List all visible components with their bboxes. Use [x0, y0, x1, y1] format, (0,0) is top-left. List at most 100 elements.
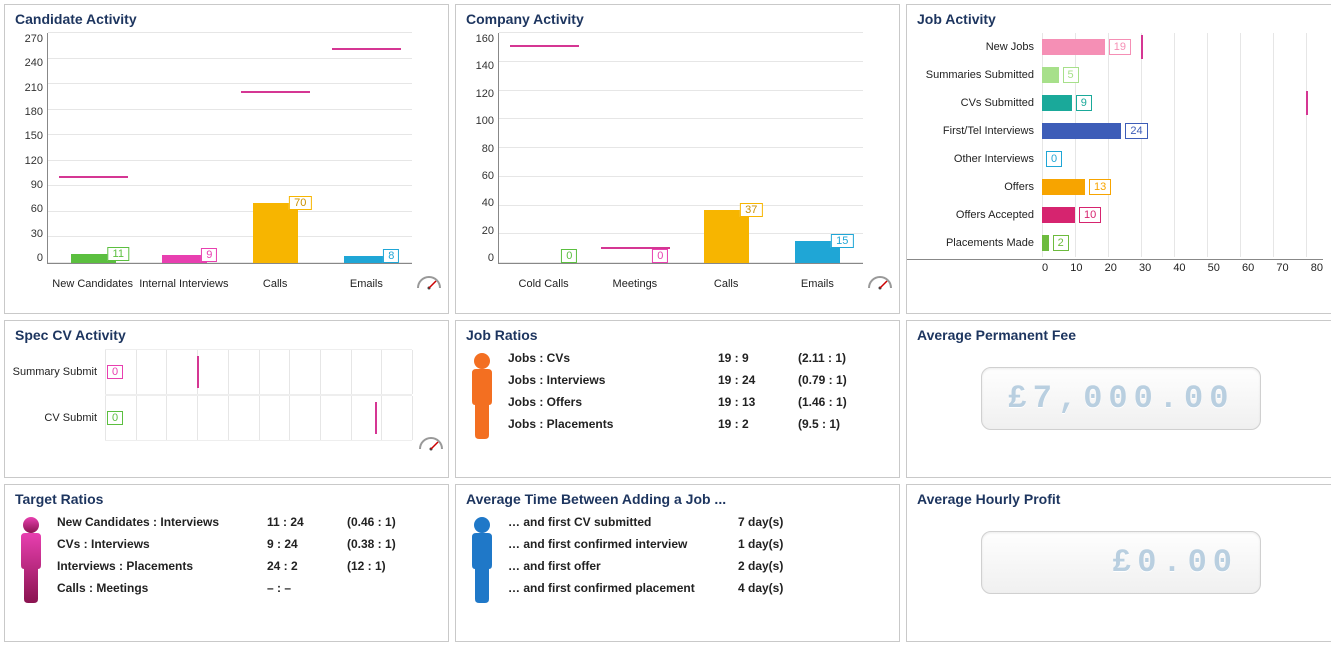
- ratio-row: … and first CV submitted7 day(s): [508, 511, 889, 533]
- ratio-value: 19 : 24: [718, 373, 798, 387]
- gauge-icon[interactable]: [418, 433, 444, 451]
- job-activity-panel: Job Activity New Jobs19Summaries Submitt…: [906, 4, 1331, 314]
- ratio-row: Interviews : Placements24 : 2(12 : 1): [57, 555, 438, 577]
- ratio-row: Jobs : Offers19 : 13(1.46 : 1): [508, 391, 889, 413]
- chart-row: Placements Made2: [907, 229, 1323, 257]
- panel-title: Spec CV Activity: [5, 321, 448, 343]
- target-line: [1141, 35, 1143, 59]
- x-axis-tick: 70: [1276, 262, 1288, 274]
- bar-value-label: 15: [831, 234, 853, 248]
- ratio-normalized: (2.11 : 1): [798, 351, 878, 365]
- bar-value-label: 19: [1109, 39, 1131, 55]
- panel-title: Average Permanent Fee: [907, 321, 1331, 343]
- gauge-icon[interactable]: [416, 272, 442, 290]
- bar-value-label: 37: [740, 203, 762, 217]
- ratio-name: CVs : Interviews: [57, 537, 267, 551]
- chart-column: 0: [499, 33, 590, 263]
- bar: [1042, 123, 1121, 139]
- x-axis-tick: 10: [1070, 262, 1082, 274]
- spec-cv-chart: Summary Submit0CV Submit0: [5, 343, 448, 453]
- bar-value-label: 9: [1076, 95, 1092, 111]
- bar-value-label: 0: [561, 249, 577, 263]
- ratio-normalized: (1.46 : 1): [798, 395, 878, 409]
- bar-value-label: 2: [1053, 235, 1069, 251]
- ratio-row: … and first confirmed interview1 day(s): [508, 533, 889, 555]
- ratio-normalized: (0.79 : 1): [798, 373, 878, 387]
- y-axis-label: Offers: [907, 181, 1042, 193]
- ratio-name: … and first CV submitted: [508, 515, 738, 529]
- bar: [1042, 39, 1105, 55]
- ratio-value: 4 day(s): [738, 581, 818, 595]
- fee-value: £7,000.00: [1004, 380, 1238, 417]
- target-line: [241, 91, 310, 93]
- ratio-value: 2 day(s): [738, 559, 818, 573]
- company-activity-panel: Company Activity 160140120100806040200 0…: [455, 4, 900, 314]
- y-axis-label: Summaries Submitted: [907, 69, 1042, 81]
- bar: [1042, 179, 1085, 195]
- person-icon: [462, 347, 508, 444]
- chart-column: 0: [590, 33, 681, 263]
- x-axis-label: Emails: [321, 278, 412, 290]
- target-line: [1306, 91, 1308, 115]
- x-axis-tick: 20: [1105, 262, 1117, 274]
- target-line: [197, 356, 199, 388]
- ratio-value: 19 : 13: [718, 395, 798, 409]
- bar: [1042, 95, 1072, 111]
- ratio-normalized: (0.46 : 1): [347, 515, 427, 529]
- person-icon: [462, 511, 508, 608]
- candidate-activity-chart: 2702402101801501209060300 119708 New Can…: [5, 29, 448, 294]
- ratio-value: 9 : 24: [267, 537, 347, 551]
- ratio-name: Jobs : Placements: [508, 417, 718, 431]
- bar-value-label: 0: [107, 365, 123, 379]
- bar-value-label: 0: [107, 411, 123, 425]
- ratio-value: – : –: [267, 581, 347, 595]
- lcd-display: £7,000.00: [981, 367, 1261, 430]
- ratio-normalized: (0.38 : 1): [347, 537, 427, 551]
- ratio-name: Jobs : CVs: [508, 351, 718, 365]
- chart-row: Summaries Submitted 5: [907, 61, 1323, 89]
- bar: [1042, 67, 1059, 83]
- bar: [704, 210, 750, 263]
- job-ratios-panel: Job Ratios Jobs : CVs19 : 9(2.11 : 1) Job…: [455, 320, 900, 478]
- target-line: [332, 48, 401, 50]
- avg-perm-fee-panel: Average Permanent Fee £7,000.00: [906, 320, 1331, 478]
- panel-title: Company Activity: [456, 5, 899, 29]
- y-axis-label: CV Submit: [5, 412, 105, 424]
- chart-row: Offers Accepted10: [907, 201, 1323, 229]
- person-icon: [11, 511, 57, 608]
- ratio-value: 11 : 24: [267, 515, 347, 529]
- target-line: [601, 247, 670, 249]
- company-activity-chart: 160140120100806040200 003715 Cold CallsM…: [456, 29, 899, 294]
- bar-value-label: 5: [1063, 67, 1079, 83]
- bar-value-label: 8: [383, 249, 399, 263]
- x-axis-tick: 40: [1173, 262, 1185, 274]
- target-ratios-panel: Target Ratios New Candidates : Interview…: [4, 484, 449, 642]
- panel-title: Average Hourly Profit: [907, 485, 1331, 507]
- ratio-value: 19 : 9: [718, 351, 798, 365]
- x-axis-label: Meetings: [589, 278, 680, 290]
- ratio-name: … and first offer: [508, 559, 738, 573]
- gauge-icon[interactable]: [867, 272, 893, 290]
- ratio-name: New Candidates : Interviews: [57, 515, 267, 529]
- ratio-row: CVs : Interviews9 : 24(0.38 : 1): [57, 533, 438, 555]
- ratio-row: … and first offer2 day(s): [508, 555, 889, 577]
- chart-row: CVs Submitted9: [907, 89, 1323, 117]
- candidate-activity-panel: Candidate Activity 270240210180150120906…: [4, 4, 449, 314]
- ratio-name: … and first confirmed interview: [508, 537, 738, 551]
- panel-title: Average Time Between Adding a Job ...: [456, 485, 899, 507]
- y-axis-label: Offers Accepted: [907, 209, 1042, 221]
- panel-title: Job Ratios: [456, 321, 899, 343]
- bar-value-label: 0: [652, 249, 668, 263]
- x-axis-tick: 0: [1042, 262, 1048, 274]
- y-axis-label: First/Tel Interviews: [907, 125, 1042, 137]
- bar-value-label: 9: [201, 248, 217, 262]
- bar-value-label: 70: [289, 196, 311, 210]
- spec-cv-panel: Spec CV Activity Summary Submit0CV Submi…: [4, 320, 449, 478]
- panel-title: Job Activity: [907, 5, 1331, 29]
- ratio-row: Jobs : Interviews19 : 24(0.79 : 1): [508, 369, 889, 391]
- bar-value-label: 11: [108, 247, 129, 261]
- bar: [1042, 207, 1075, 223]
- ratio-value: 1 day(s): [738, 537, 818, 551]
- y-axis-label: Other Interviews: [907, 153, 1042, 165]
- avg-time-panel: Average Time Between Adding a Job ... … …: [455, 484, 900, 642]
